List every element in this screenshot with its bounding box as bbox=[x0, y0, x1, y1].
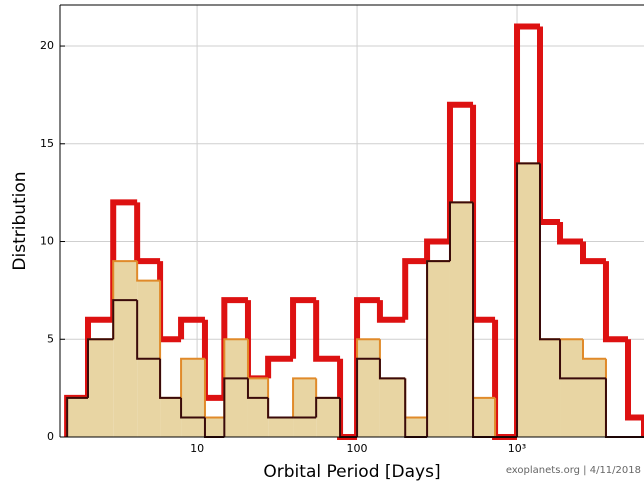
histogram-step bbox=[292, 377, 317, 418]
histogram-step bbox=[538, 163, 561, 341]
histogram-step bbox=[472, 202, 496, 399]
histogram-fill bbox=[583, 358, 606, 437]
histogram-fill bbox=[357, 339, 380, 437]
histogram-fill bbox=[88, 339, 114, 437]
x-axis-label: Orbital Period [Days] bbox=[263, 462, 440, 482]
histogram-fill bbox=[539, 339, 561, 437]
histogram-step bbox=[315, 396, 341, 418]
histogram-fill bbox=[379, 378, 406, 437]
histogram-fill bbox=[268, 417, 294, 437]
histogram-step bbox=[267, 378, 294, 419]
histogram-step bbox=[178, 316, 205, 340]
histogram-step bbox=[404, 378, 428, 419]
histogram-step bbox=[602, 261, 629, 343]
annotation: exoplanets.org | 4/11/2018 bbox=[506, 465, 641, 476]
histogram-step bbox=[538, 163, 561, 341]
histogram-step bbox=[134, 202, 161, 265]
histogram-step bbox=[87, 338, 114, 398]
y-tick-label: 5 bbox=[47, 332, 54, 345]
histogram-fill bbox=[204, 417, 225, 437]
histogram-step bbox=[492, 319, 518, 440]
histogram-fill bbox=[405, 417, 428, 437]
histogram-step bbox=[426, 260, 450, 437]
histogram-step bbox=[246, 378, 269, 399]
x-tick-label: 100 bbox=[347, 442, 368, 455]
histogram-fill bbox=[316, 397, 341, 437]
histogram-step bbox=[180, 357, 205, 398]
histogram-fill bbox=[427, 261, 450, 437]
histogram-fill bbox=[560, 339, 584, 437]
y-tick-label: 20 bbox=[40, 39, 54, 52]
histogram-step bbox=[604, 358, 629, 438]
y-tick-label: 15 bbox=[40, 137, 54, 150]
histogram-step bbox=[136, 300, 161, 360]
histogram-fill bbox=[293, 378, 317, 437]
histogram-step bbox=[625, 339, 644, 437]
histogram-step bbox=[290, 297, 317, 359]
x-tick-label: 10 bbox=[190, 442, 204, 455]
histogram-step bbox=[313, 300, 341, 362]
histogram-step bbox=[136, 261, 161, 282]
histogram-fill bbox=[67, 397, 89, 437]
histogram-fill bbox=[181, 358, 205, 437]
histogram-step bbox=[157, 261, 182, 343]
histogram-step bbox=[604, 378, 629, 438]
histogram-step bbox=[315, 378, 341, 399]
histogram-step bbox=[159, 358, 182, 399]
histogram-step bbox=[203, 358, 225, 419]
histogram-fill bbox=[224, 339, 248, 437]
histogram-step bbox=[424, 238, 450, 262]
histogram-step bbox=[448, 201, 474, 262]
histogram-fill bbox=[113, 261, 138, 437]
histogram-step bbox=[267, 397, 294, 419]
histogram-fill bbox=[473, 397, 496, 437]
histogram-fill bbox=[517, 163, 540, 437]
y-axis-label: Distribution bbox=[10, 171, 30, 270]
histogram-step bbox=[180, 397, 205, 419]
x-tick-label: 10³ bbox=[508, 442, 526, 455]
histogram-step bbox=[402, 258, 428, 320]
histogram-fill bbox=[449, 202, 474, 437]
y-tick-label: 0 bbox=[47, 430, 54, 443]
histogram-step bbox=[559, 339, 583, 380]
histogram-step bbox=[557, 221, 583, 245]
histogram-step bbox=[376, 300, 406, 323]
histogram-step bbox=[378, 339, 406, 380]
histogram-step bbox=[223, 377, 248, 437]
histogram-fill bbox=[247, 378, 269, 437]
histogram-step bbox=[265, 355, 294, 379]
histogram-step bbox=[66, 396, 89, 437]
histogram-step bbox=[494, 397, 518, 438]
histogram-step bbox=[246, 339, 269, 380]
histogram-fill bbox=[160, 397, 182, 437]
histogram-step bbox=[536, 26, 561, 225]
histogram-step bbox=[356, 357, 380, 437]
histogram-step bbox=[580, 241, 606, 265]
histogram-step bbox=[516, 162, 540, 437]
histogram-step bbox=[446, 101, 474, 242]
histogram-step bbox=[470, 104, 496, 323]
y-tick-label: 10 bbox=[40, 235, 54, 248]
histogram-step bbox=[112, 299, 138, 340]
histogram-step bbox=[378, 358, 406, 380]
histogram-step bbox=[582, 339, 606, 360]
